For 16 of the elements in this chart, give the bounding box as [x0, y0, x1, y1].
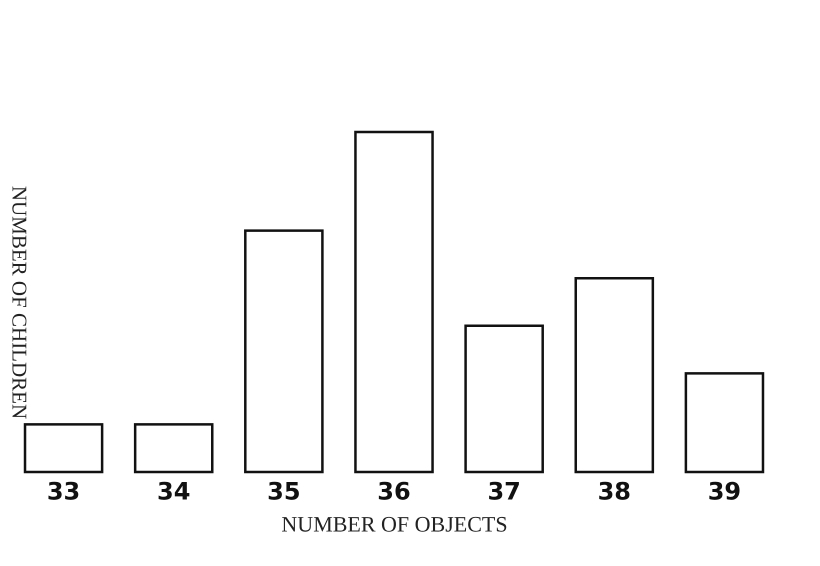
bar: [684, 372, 764, 474]
x-tick-label: 36: [377, 478, 411, 506]
bar: [244, 229, 324, 474]
x-tick-label: 33: [46, 478, 80, 506]
bar: [24, 423, 104, 474]
x-axis-title: NUMBER OF OBJECTS: [281, 512, 508, 536]
bar: [134, 423, 214, 474]
x-tick-label: 39: [708, 478, 742, 506]
x-tick-label: 37: [487, 478, 521, 506]
y-axis-title: NUMBER OF CHILDREN: [8, 186, 32, 420]
x-tick-label: 38: [598, 478, 631, 506]
bar: [354, 130, 434, 474]
x-tick-label: 34: [157, 478, 190, 506]
x-tick-label: 35: [267, 478, 301, 506]
bar: [464, 324, 544, 474]
bar: [574, 276, 654, 474]
